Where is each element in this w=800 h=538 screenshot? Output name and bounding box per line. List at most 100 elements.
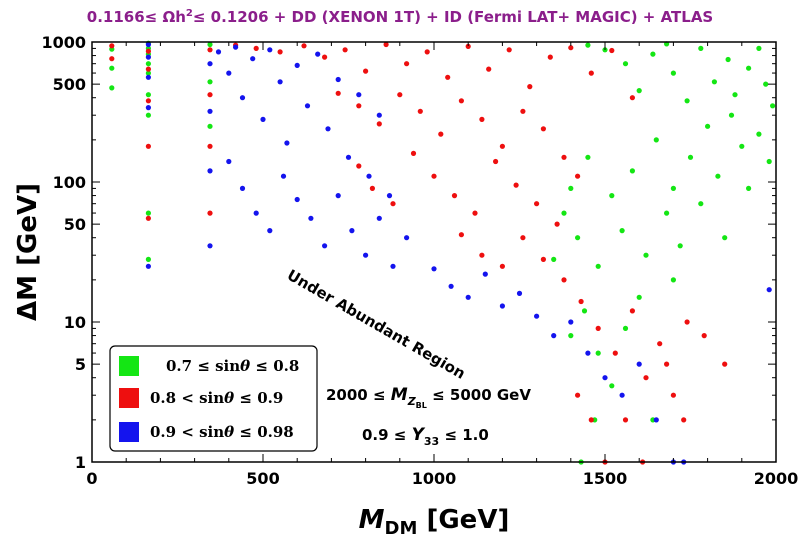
scatter-point-series-1 — [629, 95, 636, 101]
scatter-point-series-2 — [516, 290, 523, 296]
scatter-point-series-1 — [657, 341, 663, 347]
scatter-point-series-0 — [756, 131, 762, 137]
scatter-point-series-0 — [670, 70, 677, 76]
scatter-point-series-1 — [458, 232, 464, 238]
scatter-point-series-2 — [226, 158, 232, 165]
scatter-point-series-2 — [636, 361, 642, 367]
scatter-point-series-0 — [698, 201, 704, 207]
scatter-point-series-1 — [301, 43, 307, 49]
scatter-point-series-0 — [629, 168, 636, 174]
scatter-point-series-1 — [109, 56, 115, 62]
scatter-point-series-0 — [636, 294, 642, 300]
scatter-point-series-0 — [575, 235, 581, 241]
scatter-point-series-1 — [547, 54, 553, 60]
scatter-point-series-2 — [335, 76, 341, 83]
scatter-point-series-2 — [226, 70, 232, 76]
scatter-point-series-2 — [145, 74, 151, 80]
y-tick-label: 5 — [75, 355, 86, 374]
mzbl-range-label: 2000 ≤ MZBL ≤ 5000 GeV — [326, 385, 531, 410]
scatter-point-series-0 — [670, 185, 677, 191]
scatter-points — [109, 40, 776, 465]
scatter-point-series-0 — [109, 65, 115, 71]
scatter-point-series-2 — [551, 333, 557, 339]
y-tick-label: 1 — [75, 453, 86, 472]
scatter-point-series-2 — [207, 168, 213, 174]
scatter-point-series-1 — [534, 201, 540, 207]
scatter-point-series-2 — [465, 294, 471, 300]
scatter-point-series-0 — [711, 79, 718, 85]
scatter-point-series-1 — [145, 48, 151, 54]
scatter-point-series-0 — [622, 325, 629, 331]
scatter-point-series-2 — [315, 51, 321, 57]
scatter-point-series-1 — [145, 143, 151, 149]
scatter-point-series-0 — [739, 143, 745, 149]
scatter-point-series-1 — [207, 143, 213, 149]
scatter-point-series-0 — [670, 277, 677, 283]
scatter-point-series-1 — [612, 350, 618, 356]
scatter-point-series-0 — [145, 92, 151, 98]
scatter-point-series-0 — [568, 185, 574, 191]
scatter-point-series-2 — [145, 105, 151, 111]
scatter-point-series-1 — [575, 392, 581, 398]
scatter-point-series-1 — [506, 47, 512, 53]
scatter-point-series-0 — [145, 61, 151, 67]
legend-swatch-blue — [119, 422, 139, 442]
scatter-point-series-1 — [622, 417, 629, 423]
scatter-point-series-1 — [499, 263, 505, 269]
scatter-point-series-1 — [451, 193, 458, 199]
scatter-point-series-1 — [335, 90, 341, 96]
scatter-point-series-1 — [684, 319, 690, 325]
y-tick-label: 50 — [64, 215, 86, 234]
scatter-point-series-1 — [277, 49, 283, 55]
scatter-point-series-2 — [602, 375, 608, 381]
scatter-point-series-1 — [438, 131, 444, 137]
scatter-point-series-2 — [325, 126, 331, 132]
x-tick-label: 0 — [86, 469, 97, 488]
scatter-point-series-1 — [383, 41, 389, 48]
scatter-point-series-1 — [207, 47, 213, 53]
scatter-point-series-1 — [681, 417, 687, 423]
scatter-point-series-1 — [513, 182, 519, 188]
scatter-point-series-1 — [520, 235, 526, 241]
scatter-point-series-1 — [363, 68, 369, 74]
scatter-point-series-2 — [619, 392, 625, 398]
scatter-point-series-1 — [561, 154, 567, 160]
legend-label-blue: 0.9 < sinθ ≤ 0.98 — [150, 423, 294, 441]
scatter-point-series-2 — [239, 95, 246, 101]
scatter-point-series-1 — [397, 92, 403, 98]
scatter-point-series-2 — [267, 47, 273, 53]
scatter-point-series-2 — [253, 210, 259, 216]
scatter-point-series-1 — [629, 308, 636, 314]
scatter-point-series-2 — [145, 263, 151, 269]
scatter-point-series-1 — [410, 150, 417, 156]
legend-box — [109, 345, 318, 452]
scatter-point-series-2 — [534, 313, 540, 319]
scatter-point-series-2 — [499, 303, 505, 309]
scatter-point-series-0 — [653, 137, 659, 143]
scatter-point-series-1 — [643, 375, 649, 381]
legend-swatch-green — [119, 356, 139, 376]
y-axis-label: ΔM [GeV] — [13, 183, 43, 321]
scatter-point-series-2 — [215, 49, 222, 55]
scatter-point-series-2 — [766, 287, 772, 293]
scatter-point-series-2 — [363, 252, 369, 258]
scatter-point-series-1 — [568, 45, 574, 51]
scatter-point-series-0 — [145, 210, 151, 216]
scatter-point-series-0 — [145, 112, 151, 118]
scatter-point-series-1 — [417, 108, 423, 114]
scatter-point-series-0 — [643, 252, 649, 258]
scatter-point-series-1 — [588, 417, 594, 423]
scatter-point-series-0 — [746, 185, 752, 191]
scatter-point-series-2 — [482, 271, 488, 277]
scatter-point-series-1 — [424, 49, 430, 55]
scatter-point-series-0 — [145, 70, 151, 76]
x-tick-label: 1500 — [583, 469, 628, 488]
x-axis-label: MDM [GeV] — [359, 505, 510, 538]
scatter-point-series-0 — [595, 350, 601, 356]
y-tick-label: 500 — [53, 75, 86, 94]
scatter-point-series-2 — [284, 140, 290, 146]
scatter-point-series-0 — [561, 210, 567, 216]
scatter-point-series-2 — [145, 54, 151, 60]
scatter-point-series-2 — [366, 173, 372, 179]
